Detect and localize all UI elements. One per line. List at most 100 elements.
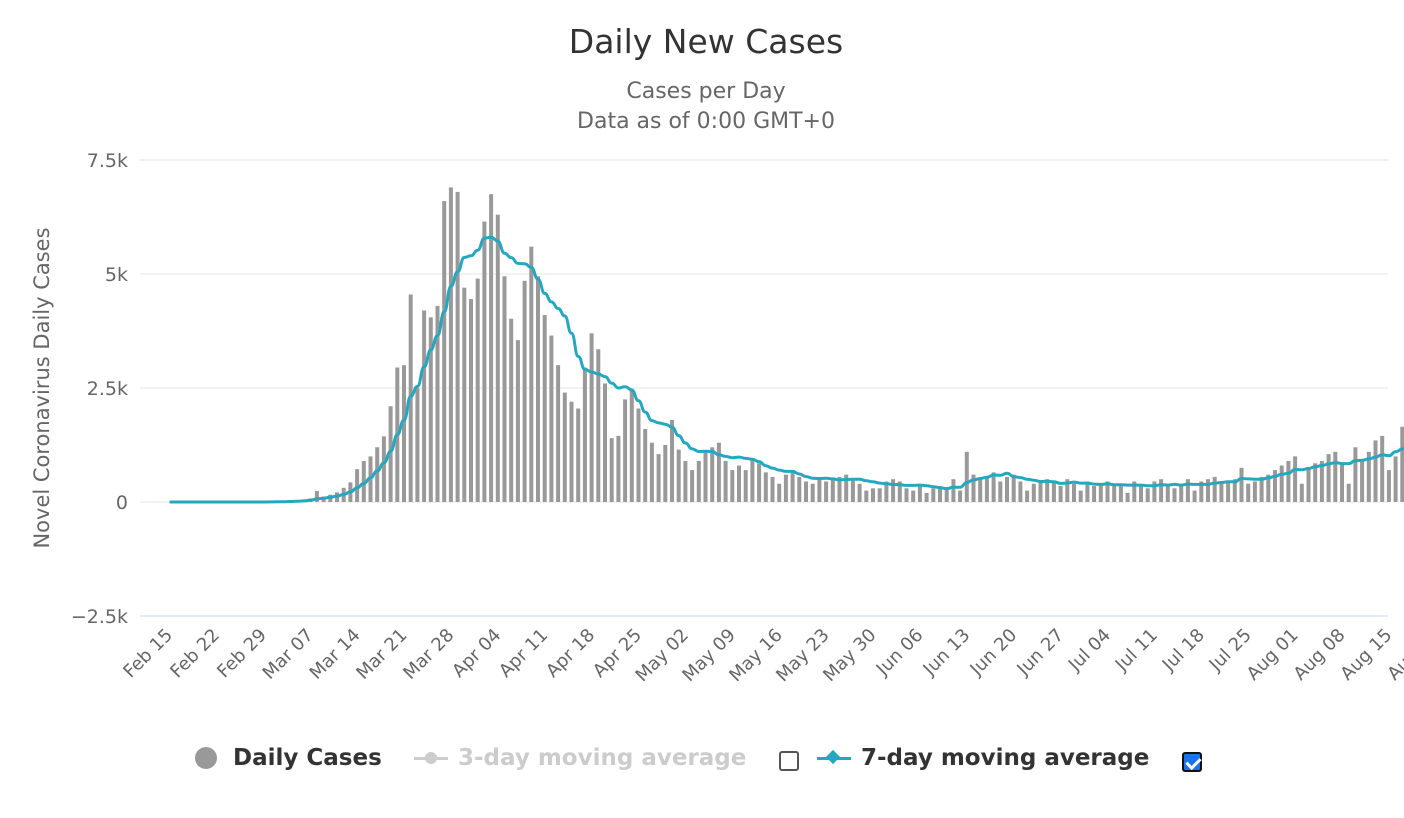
- daily-cases-bar[interactable]: [904, 488, 909, 502]
- daily-cases-bar[interactable]: [777, 483, 782, 502]
- daily-cases-bar[interactable]: [971, 474, 976, 502]
- daily-cases-bar[interactable]: [355, 469, 360, 502]
- daily-cases-bar[interactable]: [723, 460, 728, 502]
- daily-cases-bar[interactable]: [770, 476, 775, 502]
- daily-cases-bar[interactable]: [1011, 474, 1016, 502]
- daily-cases-bar[interactable]: [1152, 481, 1157, 502]
- daily-cases-bar[interactable]: [716, 442, 721, 502]
- daily-cases-bar[interactable]: [1179, 486, 1184, 502]
- daily-cases-bar[interactable]: [1353, 447, 1358, 502]
- daily-cases-bar[interactable]: [710, 447, 715, 502]
- legend-daily-cases[interactable]: Daily Cases: [195, 740, 382, 776]
- daily-cases-bar[interactable]: [891, 479, 896, 502]
- daily-cases-bar[interactable]: [757, 463, 762, 502]
- daily-cases-bar[interactable]: [964, 451, 969, 502]
- daily-cases-bar[interactable]: [1299, 483, 1304, 502]
- daily-cases-bar[interactable]: [462, 287, 467, 502]
- daily-cases-bar[interactable]: [422, 310, 427, 502]
- daily-cases-bar[interactable]: [663, 445, 668, 502]
- daily-cases-bar[interactable]: [683, 460, 688, 502]
- daily-cases-bar[interactable]: [1400, 426, 1404, 502]
- daily-cases-bar[interactable]: [696, 460, 701, 502]
- daily-cases-bar[interactable]: [978, 479, 983, 502]
- daily-cases-bar[interactable]: [1105, 481, 1110, 502]
- daily-cases-bar[interactable]: [556, 365, 561, 502]
- daily-cases-bar[interactable]: [1025, 490, 1030, 502]
- daily-cases-bar[interactable]: [515, 340, 520, 502]
- daily-cases-bar[interactable]: [1266, 474, 1271, 502]
- daily-cases-bar[interactable]: [415, 388, 420, 502]
- daily-cases-bar[interactable]: [1159, 479, 1164, 502]
- daily-cases-bar[interactable]: [750, 458, 755, 502]
- daily-cases-bar[interactable]: [435, 305, 440, 502]
- daily-cases-bar[interactable]: [938, 486, 942, 502]
- daily-cases-bar[interactable]: [850, 479, 855, 502]
- daily-cases-bar[interactable]: [495, 214, 500, 502]
- daily-cases-bar[interactable]: [562, 392, 567, 502]
- daily-cases-bar[interactable]: [509, 318, 514, 502]
- daily-cases-bar[interactable]: [737, 465, 741, 502]
- daily-cases-bar[interactable]: [1293, 456, 1298, 502]
- daily-cases-bar[interactable]: [670, 419, 674, 502]
- daily-cases-bar[interactable]: [917, 486, 922, 502]
- daily-cases-bar[interactable]: [616, 435, 621, 502]
- daily-cases-bar[interactable]: [1246, 483, 1251, 502]
- daily-cases-bar[interactable]: [824, 481, 829, 502]
- daily-cases-bar[interactable]: [944, 488, 949, 502]
- daily-cases-bar[interactable]: [1125, 492, 1130, 502]
- daily-cases-bar[interactable]: [569, 401, 574, 502]
- daily-cases-bar[interactable]: [1139, 486, 1143, 502]
- toggle-3-day-average-checkbox[interactable]: [779, 751, 799, 771]
- daily-cases-bar[interactable]: [502, 276, 507, 502]
- daily-cases-bar[interactable]: [837, 476, 842, 502]
- daily-cases-bar[interactable]: [1065, 479, 1070, 502]
- daily-cases-bar[interactable]: [314, 491, 319, 502]
- daily-cases-bar[interactable]: [1199, 481, 1204, 502]
- daily-cases-bar[interactable]: [790, 470, 795, 502]
- daily-cases-bar[interactable]: [1172, 488, 1177, 502]
- daily-cases-bar[interactable]: [649, 442, 654, 502]
- daily-cases-bar[interactable]: [489, 194, 494, 502]
- daily-cases-bar[interactable]: [1239, 467, 1244, 502]
- daily-cases-bar[interactable]: [1226, 481, 1231, 502]
- daily-cases-bar[interactable]: [1252, 481, 1257, 502]
- daily-cases-bar[interactable]: [1273, 470, 1277, 502]
- daily-cases-bar[interactable]: [1038, 481, 1043, 502]
- daily-cases-bar[interactable]: [690, 470, 695, 502]
- daily-cases-bar[interactable]: [1018, 481, 1023, 502]
- legend-3-day-average[interactable]: 3-day moving average: [414, 740, 746, 776]
- daily-cases-bar[interactable]: [1306, 467, 1311, 502]
- daily-cases-bar[interactable]: [1319, 460, 1324, 502]
- daily-cases-bar[interactable]: [1393, 456, 1398, 502]
- daily-cases-bar[interactable]: [991, 472, 996, 502]
- daily-cases-bar[interactable]: [469, 299, 473, 502]
- daily-cases-bar[interactable]: [763, 472, 768, 502]
- daily-cases-bar[interactable]: [596, 349, 601, 502]
- daily-cases-bar[interactable]: [1360, 460, 1365, 502]
- daily-cases-bar[interactable]: [924, 492, 929, 502]
- daily-cases-bar[interactable]: [1386, 470, 1391, 502]
- daily-cases-bar[interactable]: [1346, 483, 1351, 502]
- daily-cases-bar[interactable]: [576, 408, 581, 502]
- daily-cases-bar[interactable]: [1058, 486, 1063, 502]
- daily-cases-bar[interactable]: [1192, 490, 1197, 502]
- daily-cases-bar[interactable]: [1340, 463, 1344, 502]
- daily-cases-bar[interactable]: [1005, 476, 1009, 502]
- daily-cases-bar[interactable]: [1118, 483, 1123, 502]
- daily-cases-bar[interactable]: [1279, 465, 1284, 502]
- daily-cases-bar[interactable]: [857, 483, 862, 502]
- seven-day-average-line[interactable]: [169, 235, 1404, 504]
- daily-cases-bar[interactable]: [1031, 483, 1036, 502]
- daily-cases-bar[interactable]: [844, 474, 849, 502]
- daily-cases-bar[interactable]: [536, 276, 540, 502]
- daily-cases-bar[interactable]: [589, 333, 594, 502]
- daily-cases-bar[interactable]: [1092, 486, 1097, 502]
- daily-cases-bar[interactable]: [408, 294, 413, 502]
- daily-cases-bar[interactable]: [1165, 486, 1170, 502]
- daily-cases-bar[interactable]: [804, 481, 808, 502]
- daily-cases-bar[interactable]: [1232, 479, 1237, 502]
- daily-cases-bar[interactable]: [810, 483, 815, 502]
- daily-cases-bar[interactable]: [1313, 463, 1318, 502]
- daily-cases-bar[interactable]: [1326, 454, 1331, 502]
- daily-cases-bar[interactable]: [1219, 483, 1224, 502]
